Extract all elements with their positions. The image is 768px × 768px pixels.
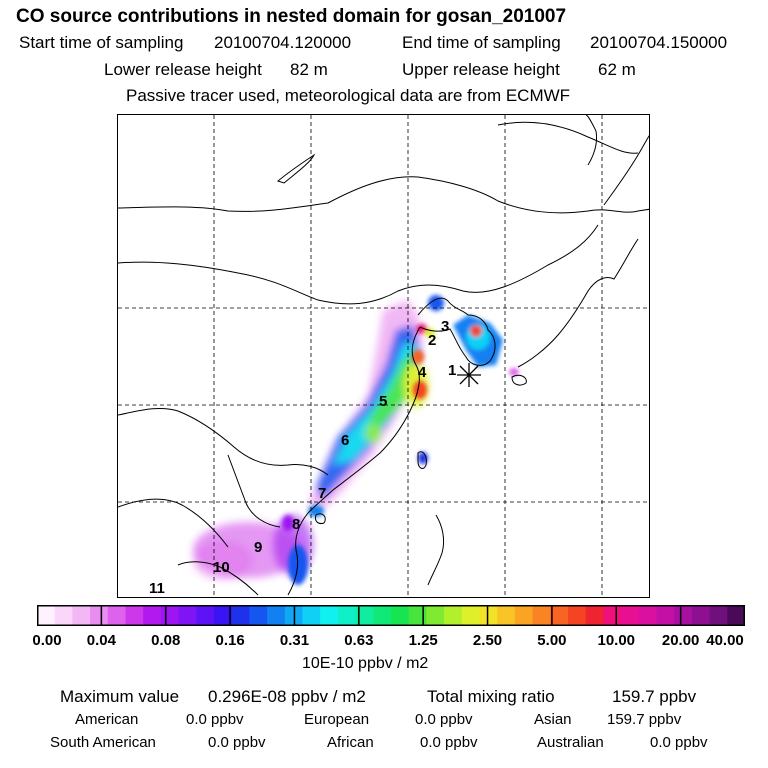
colorbar-tick-label: 0.08 [151,632,181,649]
end-time-label: End time of sampling [402,33,561,52]
colorbar-swatch [674,605,693,626]
colorbar-tick-label: 0.00 [32,632,62,649]
colorbar-swatch [125,605,144,626]
map-canvas: 1 2 3 4 5 6 7 8 9 10 11 [118,115,649,597]
colorbar-swatch [727,605,745,626]
region-label-11: 11 [149,580,165,597]
colorbar-tick-label: 1.25 [408,632,438,649]
colorbar-swatch [461,605,480,626]
colorbar-swatch [107,605,126,626]
colorbar-swatch [408,605,427,626]
colorbar-swatch [72,605,91,626]
lower-release-label: Lower release height [104,60,262,79]
total-mixing-value: 159.7 ppbv [612,687,697,706]
colorbar-tick-label: 40.00 [706,632,744,649]
colorbar-swatch [532,605,551,626]
colorbar-swatch [355,605,374,626]
map-title: CO source contributions in nested domain… [16,6,567,27]
colorbar-swatch [267,605,286,626]
upper-release-label: Upper release height [402,60,560,79]
region-label-3: 3 [441,318,449,335]
colorbar-swatch [603,605,622,626]
colorbar-frame [37,605,745,626]
colorbar-swatch [160,605,180,626]
total-mixing-label: Total mixing ratio [427,687,555,706]
colorbar-swatch [444,605,463,626]
lat-lon-grid [118,115,649,597]
asian-value: 159.7 ppbv [607,711,682,728]
region-label-4: 4 [418,364,427,381]
map-panel: 1 2 3 4 5 6 7 8 9 10 11 [117,114,650,598]
concentration-plume [193,295,519,585]
asterisk-icon [457,363,481,387]
start-time-value: 20100704.120000 [214,33,352,52]
colorbar-tick-label: 5.00 [537,632,567,649]
south-american-value: 0.0 ppbv [208,734,266,751]
colorbar-swatch [196,605,215,626]
colorbar-swatch [178,605,197,626]
colorbar-swatch [550,605,569,626]
european-label: European [304,711,370,728]
end-time-value: 20100704.150000 [590,33,728,52]
colorbar-swatch [514,605,534,626]
region-label-6: 6 [341,432,349,449]
coastlines [118,115,649,596]
region-label-5: 5 [379,393,387,410]
colorbar-swatch [621,605,640,626]
colorbar-swatch [231,605,250,626]
region-label-8: 8 [292,516,300,533]
asian-label: Asian [534,711,572,728]
region-label-9: 9 [254,539,262,556]
colorbar-tick-label: 20.00 [661,632,700,649]
colorbar-tick-label: 10.00 [597,632,636,649]
colorbar-swatch [638,605,657,626]
australian-value: 0.0 ppbv [650,734,708,751]
region-labels: 1 2 3 4 5 6 7 8 9 10 11 [149,318,456,597]
colorbar-tick-label: 0.04 [86,632,116,649]
colorbar-swatch [143,605,162,626]
colorbar-swatch [709,605,728,626]
colorbar [37,605,745,626]
colorbar-swatch [497,605,516,626]
colorbar-swatch [54,605,73,626]
american-value: 0.0 ppbv [186,711,244,728]
tracer-note: Passive tracer used, meteorological data… [126,86,571,105]
colorbar-swatch [37,605,56,626]
colorbar-unit: 10E-10 ppbv / m2 [302,655,429,672]
colorbar-swatch [214,605,233,626]
colorbar-tick-label: 0.63 [344,632,374,649]
region-label-2: 2 [428,332,436,349]
american-label: American [75,711,139,728]
colorbar-swatch [391,605,410,626]
colorbar-swatch [320,605,339,626]
max-value-label: Maximum value [60,687,180,706]
colorbar-swatch [302,605,321,626]
colorbar-tick-label: 0.16 [215,632,245,649]
colorbar-tick-label: 0.31 [279,632,310,649]
region-label-1: 1 [448,362,456,379]
african-label: African [327,734,374,751]
colorbar-swatch [656,605,675,626]
colorbar-swatch [90,605,109,626]
colorbar-swatch [426,605,445,626]
colorbar-swatch [337,605,357,626]
upper-release-value: 62 m [598,60,636,79]
colorbar-swatch [373,605,392,626]
australian-label: Australian [537,734,604,751]
colorbar-swatch [691,605,711,626]
colorbar-tick-label: 2.50 [472,632,503,649]
colorbar-swatch [479,605,498,626]
region-label-10: 10 [213,559,230,576]
max-value: 0.296E-08 ppbv / m2 [208,687,366,706]
european-value: 0.0 ppbv [415,711,473,728]
colorbar-swatch [568,605,587,626]
african-value: 0.0 ppbv [420,734,478,751]
start-time-label: Start time of sampling [19,33,184,52]
lower-release-value: 82 m [290,60,328,79]
colorbar-swatch [585,605,604,626]
south-american-label: South American [50,734,156,751]
colorbar-swatch [249,605,268,626]
region-label-7: 7 [318,485,326,502]
